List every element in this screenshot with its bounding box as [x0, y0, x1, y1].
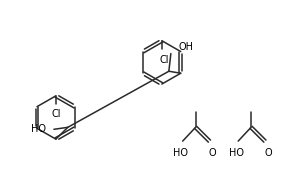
- Text: Cl: Cl: [51, 109, 61, 119]
- Text: O: O: [209, 148, 216, 158]
- Text: HO: HO: [229, 148, 244, 158]
- Text: Cl: Cl: [159, 54, 169, 65]
- Text: HO: HO: [31, 124, 46, 134]
- Text: OH: OH: [179, 42, 194, 52]
- Text: O: O: [264, 148, 272, 158]
- Text: HO: HO: [173, 148, 188, 158]
